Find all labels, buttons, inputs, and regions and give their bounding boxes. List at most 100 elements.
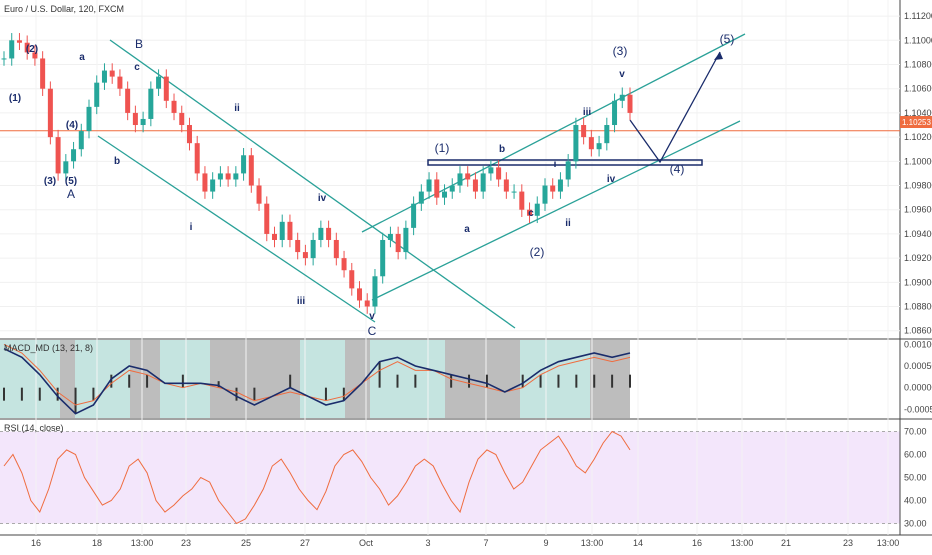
candle-body	[550, 185, 556, 192]
candle-body	[511, 191, 517, 193]
candle-body	[101, 70, 107, 83]
candle-body	[496, 167, 502, 180]
wave-label: A	[67, 187, 75, 201]
wave-label: a	[79, 52, 85, 63]
channel-line	[97, 135, 376, 323]
candle-body	[156, 76, 162, 89]
candle-body	[310, 239, 316, 259]
candle-body	[411, 203, 417, 228]
candle-body	[256, 185, 262, 204]
wave-label: (2)	[530, 245, 545, 259]
candle-body	[109, 70, 115, 77]
candle-body	[403, 227, 409, 253]
candle-body	[271, 233, 277, 240]
candle-body	[341, 258, 347, 271]
support-zone	[427, 159, 703, 166]
macd-band	[300, 340, 345, 418]
candle-body	[171, 100, 177, 113]
wave-label: c	[134, 62, 140, 73]
wave-label: ii	[234, 103, 240, 114]
candle-body	[612, 100, 618, 126]
candle-body	[179, 112, 185, 126]
wave-label: C	[368, 324, 377, 338]
wave-label: (1)	[435, 141, 450, 155]
candle-body	[357, 288, 363, 301]
current-price-label: 1.10253	[902, 118, 931, 127]
price-tick-label: 1.09000	[904, 277, 932, 287]
wave-label: (1)	[9, 93, 21, 104]
wave-label: (3)	[613, 44, 628, 58]
candle-body	[588, 137, 594, 150]
price-tick-label: 1.08800	[904, 302, 932, 312]
wave-label: (3)	[44, 176, 56, 187]
wave-label: (2)	[26, 44, 38, 55]
time-tick-label: 14	[633, 538, 643, 548]
candle-body	[225, 173, 231, 180]
candle-body	[140, 118, 146, 126]
candle-body	[132, 112, 138, 126]
macd-band	[370, 340, 445, 418]
macd-band	[590, 340, 630, 418]
wave-label: a	[464, 224, 470, 235]
candle-body	[426, 179, 432, 192]
macd-tick-label: 0.00000	[904, 383, 932, 393]
wave-label: B	[135, 37, 143, 51]
candle-body	[194, 143, 200, 174]
wave-label: iii	[297, 296, 306, 307]
price-tick-label: 1.10600	[904, 84, 932, 94]
candle-body	[557, 179, 563, 192]
candle-body	[480, 173, 486, 192]
price-tick-label: 1.09800	[904, 181, 932, 191]
candle-body	[619, 94, 625, 101]
candle-body	[472, 179, 478, 192]
candle-body	[372, 276, 378, 307]
candle-body	[202, 173, 208, 192]
time-tick-label: 13:00	[131, 538, 154, 548]
wave-label: ii	[565, 218, 571, 229]
time-tick-label: 21	[781, 538, 791, 548]
wave-label: (4)	[66, 120, 78, 131]
candle-body	[503, 179, 509, 192]
candle-body	[71, 149, 77, 162]
candle-body	[565, 161, 571, 180]
time-tick-label: 13:00	[877, 538, 900, 548]
candle-body	[40, 58, 46, 89]
macd-band	[520, 340, 590, 418]
time-tick-label: 9	[543, 538, 548, 548]
macd-line	[3, 347, 631, 415]
time-tick-label: 27	[300, 538, 310, 548]
time-tick-label: 13:00	[581, 538, 604, 548]
wave-label: v	[369, 311, 375, 322]
candle-body	[78, 131, 84, 150]
candle-body	[604, 125, 610, 144]
wave-label: b	[114, 156, 120, 167]
candle-body	[63, 161, 69, 174]
candle-body	[233, 173, 239, 180]
rsi-band	[0, 431, 900, 524]
wave-label: iv	[318, 193, 327, 204]
candle-body	[125, 88, 131, 113]
candle-body	[94, 82, 100, 107]
channel-line	[361, 33, 746, 233]
candle-body	[434, 179, 440, 198]
time-tick-label: 23	[843, 538, 853, 548]
candle-body	[364, 300, 370, 307]
candle-body	[32, 52, 38, 59]
candle-body	[488, 167, 494, 174]
candle-body	[333, 239, 339, 259]
rsi-tick-label: 30.00	[904, 519, 927, 529]
candle-body	[210, 179, 216, 192]
price-tick-label: 1.11000	[904, 35, 932, 45]
candle-body	[349, 270, 355, 289]
candle-body	[24, 42, 30, 53]
time-tick-label: 13:00	[731, 538, 754, 548]
candle-body	[442, 191, 448, 198]
price-tick-label: 1.09600	[904, 205, 932, 215]
candle-body	[86, 106, 92, 132]
price-tick-label: 1.10200	[904, 132, 932, 142]
candle-body	[627, 94, 633, 113]
